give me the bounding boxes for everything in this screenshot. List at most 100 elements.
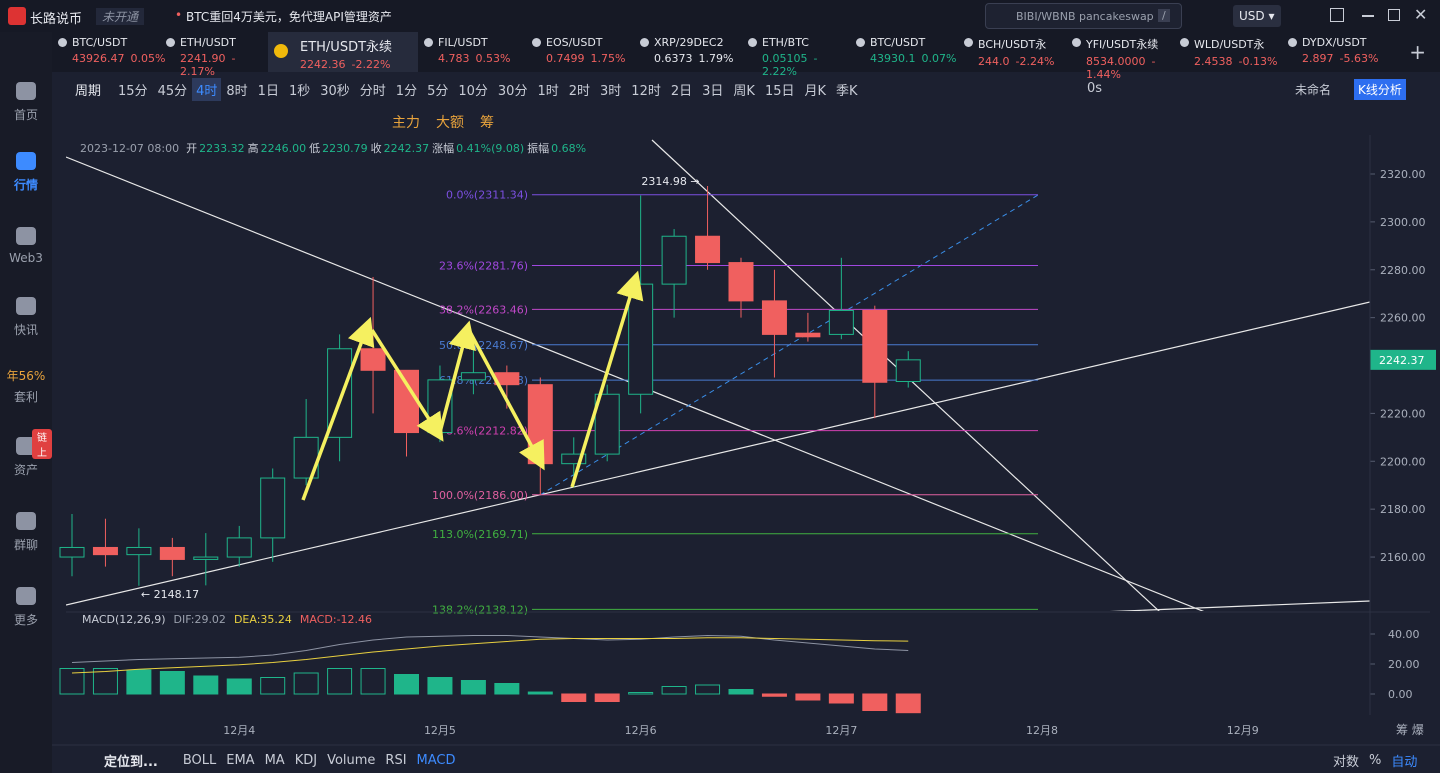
ticker[interactable]: ETH/USDT永续 2242.36 -2.22% (268, 32, 418, 72)
status[interactable]: 未开通 (96, 8, 145, 25)
delay[interactable]: 0s (1087, 81, 1103, 96)
indicator[interactable]: KDJ (294, 753, 318, 768)
period[interactable]: 15日 (764, 83, 795, 99)
period[interactable]: 5分 (427, 83, 449, 99)
fib-label: 138.2%(2138.12) (432, 603, 528, 616)
ticker[interactable]: BTC/USDT 43926.47 0.05% (52, 32, 165, 72)
tool[interactable]: 大额 (436, 115, 464, 131)
close[interactable]: ✕ (1414, 5, 1428, 24)
axis-option[interactable]: % (1369, 753, 1382, 768)
period[interactable]: 2时 (568, 83, 591, 99)
ticker[interactable]: WLD/USDT永 2.4538 -0.13% (1174, 32, 1282, 72)
tool[interactable]: 筹 (480, 115, 494, 131)
ticker[interactable]: ETH/USDT 2241.90 -2.17% (160, 32, 268, 78)
ticker[interactable]: BCH/USDT永 244.0 -2.24% (958, 32, 1066, 72)
side-item[interactable]: 首页 (0, 82, 52, 123)
side-label: Web3 (9, 251, 43, 265)
side-item[interactable]: 群聊 (0, 512, 52, 553)
candle-body (260, 477, 286, 539)
indicator[interactable]: EMA (226, 753, 255, 768)
period[interactable]: 月K (804, 83, 827, 99)
bottom-right: 对数% 自动 (1328, 751, 1422, 770)
locate[interactable]: 定位到... (104, 755, 158, 770)
fib-label: 100.0%(2186.00) (432, 489, 528, 502)
period[interactable]: 1日 (257, 83, 279, 99)
candle-body (728, 262, 754, 302)
ticker[interactable]: YFI/USDT永续 8534.0000 -1.44% (1066, 32, 1174, 81)
indicator[interactable]: MACD (416, 753, 456, 768)
period[interactable]: 1秒 (288, 83, 311, 99)
period[interactable]: 30分 (497, 83, 528, 99)
side-item[interactable]: 快讯 (0, 297, 52, 338)
period[interactable]: 10分 (458, 83, 488, 99)
indicator[interactable]: RSI (385, 753, 407, 768)
ticker[interactable]: EOS/USDT 0.7499 1.75% (526, 32, 634, 72)
period[interactable]: 12时 (631, 83, 661, 99)
search[interactable]: BIBI/WBNB pancakeswap / (985, 3, 1182, 29)
period[interactable]: 分时 (359, 83, 386, 99)
window-icon[interactable] (1330, 8, 1344, 22)
period[interactable]: 3日 (702, 83, 724, 99)
axis-option[interactable]: 对数 (1333, 755, 1360, 770)
info-value: 2230.79 (322, 141, 368, 155)
ticker-icon (964, 38, 973, 47)
ticker-icon (424, 38, 433, 47)
ticker-change: -2.24% (1015, 55, 1055, 68)
candle-body (360, 348, 386, 371)
indicator[interactable]: MA (264, 753, 285, 768)
ticker-quote: 0.6373 1.79% (654, 52, 742, 65)
side-item[interactable]: 年56% 套利 (0, 367, 52, 405)
macd-bar (628, 692, 654, 695)
period[interactable]: 30秒 (320, 83, 350, 99)
ticker-price: 8534.0000 (1086, 55, 1146, 68)
indicator[interactable]: Volume (327, 753, 376, 768)
side-icon (16, 437, 36, 455)
period[interactable]: 1时 (537, 83, 559, 99)
side-item[interactable]: 更多 (0, 587, 52, 628)
info-value: 2242.37 (383, 141, 430, 155)
period[interactable]: 周K (733, 83, 755, 99)
period[interactable]: 8时 (226, 83, 248, 99)
candle-body (126, 546, 152, 556)
period[interactable]: 季K (836, 83, 858, 99)
candle-body (226, 537, 252, 558)
tool[interactable]: 主力 (392, 115, 420, 131)
arrow (468, 331, 545, 471)
period[interactable]: 2日 (670, 83, 693, 99)
ticker[interactable]: XRP/29DEC2 0.6373 1.79% (634, 32, 742, 72)
period[interactable]: 45分 (157, 83, 188, 99)
period-bar: 周期 15分 45分 4时 8时 1日 1秒 30秒 分时 1分 5分 10分 30分 1时 2时 3时 12时… (70, 77, 863, 101)
side-label: 快讯 (13, 323, 38, 337)
axis-option[interactable]: 自动 (1391, 755, 1418, 770)
macd-bar (594, 693, 620, 702)
candle-body (695, 235, 721, 264)
period[interactable]: 4时 (192, 77, 222, 101)
minimize[interactable] (1362, 15, 1374, 17)
ticker[interactable]: BTC/USDT 43930.1 0.07% (850, 32, 958, 72)
macd-bar (661, 686, 687, 695)
period[interactable]: 1分 (395, 83, 418, 99)
maximize[interactable] (1388, 9, 1400, 21)
period[interactable]: 3时 (600, 83, 622, 99)
dea-label: DEA:35.24 (233, 613, 292, 626)
x-tick-label: 12月7 (825, 724, 857, 737)
info-key: 低 (309, 142, 321, 155)
ticker-quote: 8534.0000 -1.44% (1086, 55, 1174, 81)
currency[interactable]: USD ▾ (1233, 5, 1281, 27)
ticker[interactable]: DYDX/USDT 2.897 -5.63% (1282, 32, 1390, 72)
ohlc-info: 2023-12-07 08:00 开 2233.32 高 2246.00 低 2230.79… (80, 140, 586, 156)
macd-bar (728, 689, 754, 695)
layout-name[interactable]: 未命名 (1295, 83, 1332, 97)
news[interactable]: BTC重回4万美元，免代理API管理资产 (186, 10, 392, 24)
ticker[interactable]: FIL/USDT 4.783 0.53% (418, 32, 526, 72)
side-item[interactable]: 链上 资产 (0, 429, 52, 478)
side-item[interactable]: Web3 (0, 227, 52, 265)
period[interactable]: 15分 (118, 83, 148, 99)
analysis-button[interactable]: K线分析 (1354, 79, 1406, 100)
indicator[interactable]: BOLL (182, 753, 217, 768)
period-label[interactable]: 周期 (75, 83, 102, 99)
macd-bar (193, 675, 219, 695)
side-item[interactable]: 行情 (0, 152, 52, 193)
ticker[interactable]: ETH/BTC 0.05105 -2.22% (742, 32, 850, 78)
ticker-price: 0.7499 (546, 52, 585, 65)
